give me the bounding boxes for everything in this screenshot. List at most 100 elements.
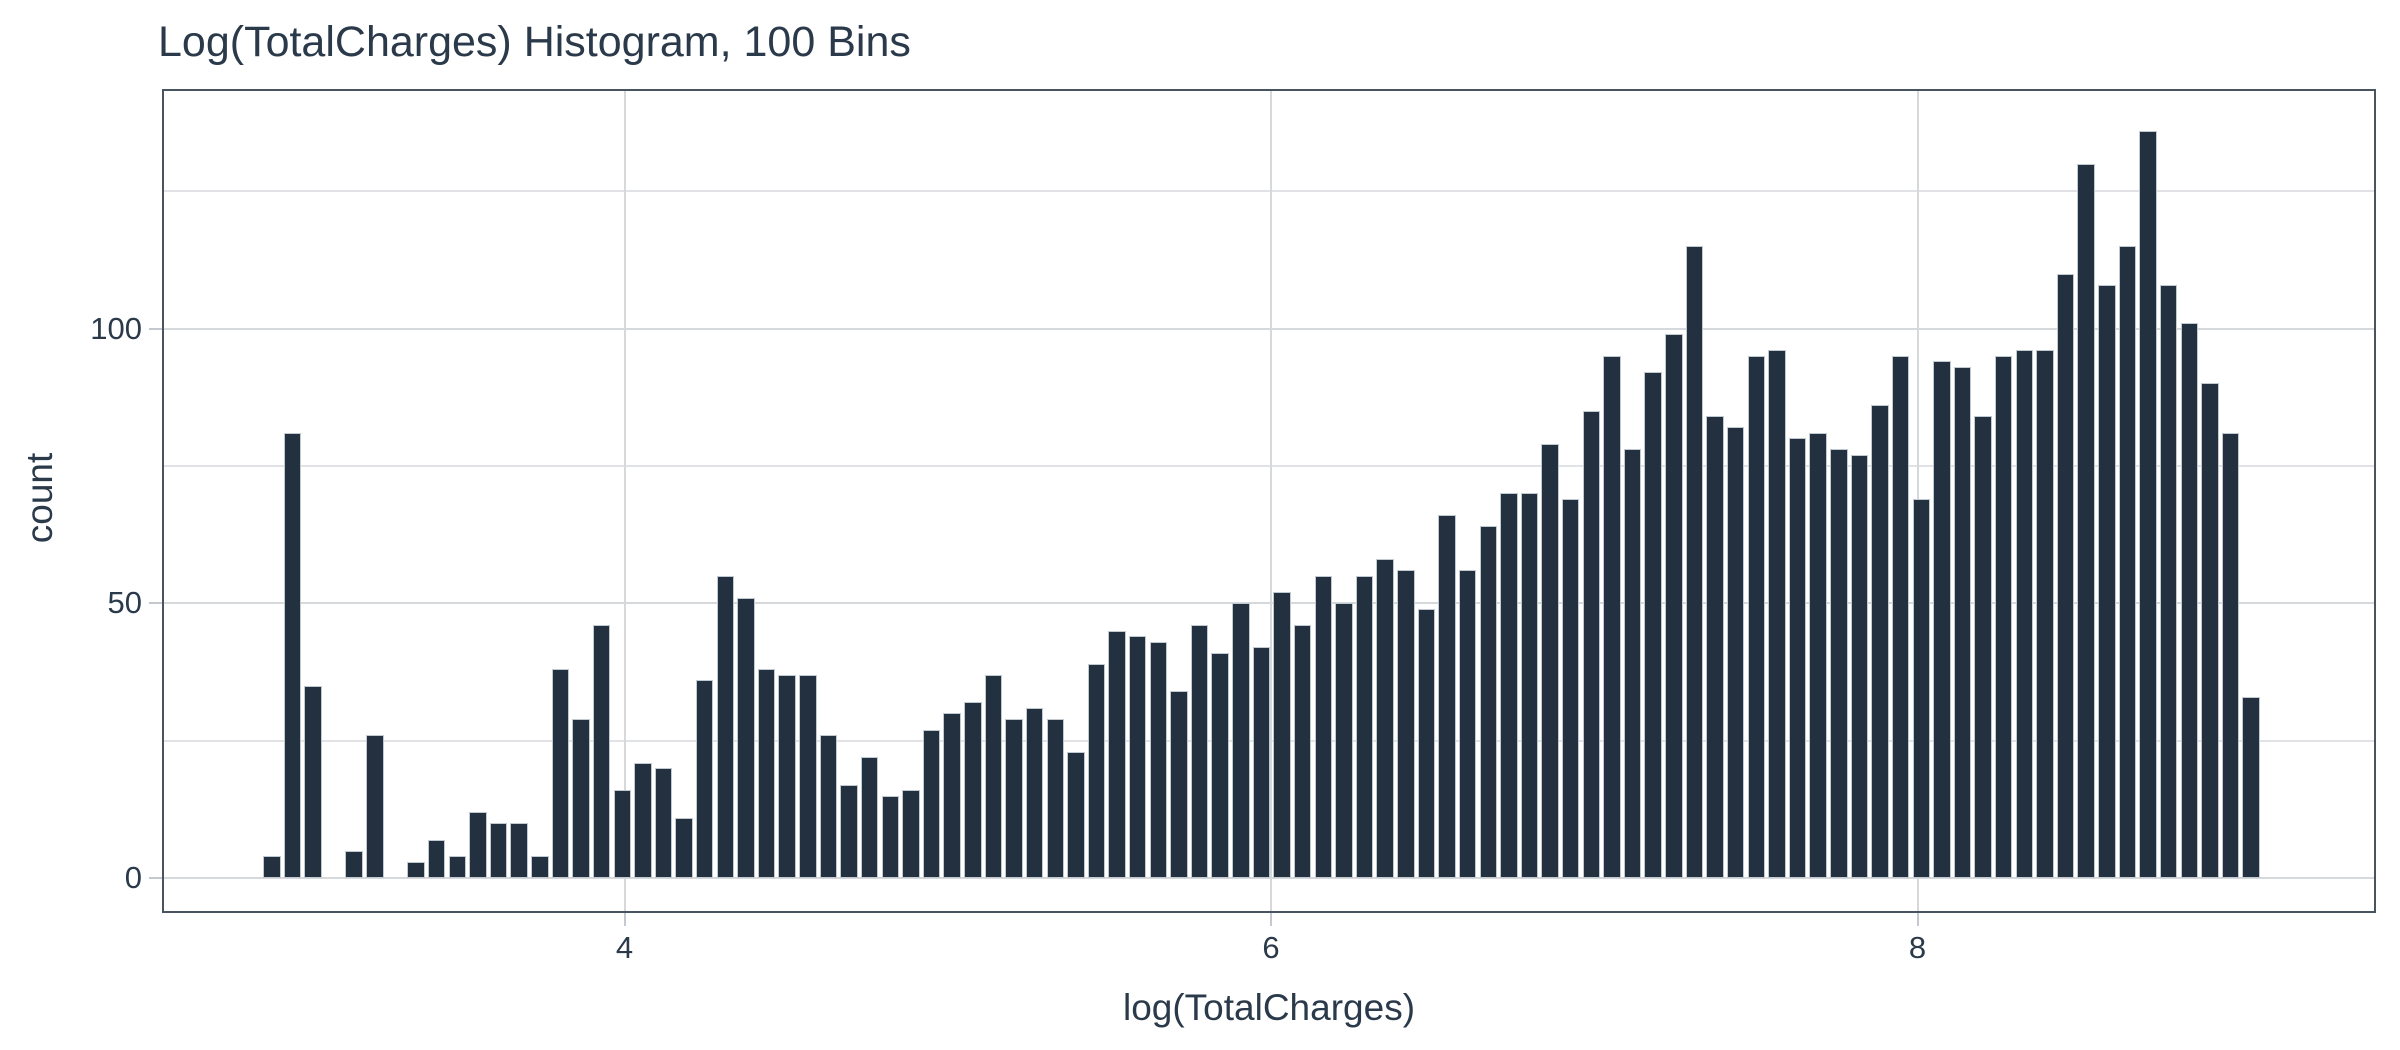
y-axis-title: count [19, 452, 60, 544]
histogram-bar [1149, 641, 1168, 878]
histogram-bar [819, 735, 838, 878]
histogram-bar [1273, 592, 1291, 878]
histogram-bar [1397, 570, 1415, 878]
histogram-bar [1087, 663, 1106, 878]
histogram-bar [1417, 608, 1436, 878]
histogram-bar [1252, 647, 1271, 878]
histogram-bar [1603, 355, 1621, 878]
histogram-bar [613, 790, 632, 878]
histogram-bar [1582, 410, 1601, 878]
histogram-bar [1706, 416, 1724, 878]
histogram-bar [1994, 355, 2013, 878]
x-gridline [623, 89, 626, 913]
histogram-bar [510, 823, 528, 878]
histogram-bar [1046, 718, 1065, 878]
histogram-bar [716, 575, 735, 878]
histogram-bar [427, 839, 446, 878]
x-axis-title: log(TotalCharges) [1122, 987, 1416, 1028]
x-gridline [1270, 89, 1272, 913]
histogram-bar [263, 856, 281, 878]
histogram-bar [2180, 323, 2199, 878]
histogram-bar [902, 790, 920, 878]
histogram-bar [778, 674, 796, 878]
histogram-bar [757, 669, 776, 878]
x-tick-mark [1270, 913, 1272, 926]
histogram-bar [592, 625, 611, 878]
histogram-bar [2242, 696, 2260, 878]
histogram-bar [2139, 130, 2157, 878]
y-tick-mark [149, 602, 162, 605]
histogram-bar [1314, 575, 1333, 878]
histogram-bar [840, 784, 858, 878]
histogram-bar [1335, 603, 1353, 878]
histogram-bar [1232, 603, 1250, 878]
histogram-bar [1912, 498, 1931, 878]
y-gridline [162, 190, 2376, 193]
x-tick-mark [1916, 913, 1919, 926]
histogram-bar [1479, 526, 1498, 878]
histogram-bar [860, 757, 879, 878]
histogram-bar [1953, 366, 1972, 878]
histogram-bar [1025, 707, 1044, 878]
histogram-bar [1458, 570, 1477, 878]
histogram-bar [366, 735, 384, 878]
histogram-bar [2056, 273, 2075, 878]
histogram-bar [1355, 575, 1374, 878]
histogram-bar [469, 812, 487, 878]
histogram-bar [1665, 333, 1683, 878]
y-tick-label: 50 [107, 585, 142, 621]
x-tick-label: 8 [1908, 930, 1927, 965]
histogram-bar [1500, 493, 1518, 878]
histogram-bar [737, 597, 755, 878]
histogram-bar [799, 674, 817, 878]
histogram-bar [922, 729, 941, 878]
histogram-bar [1788, 438, 1807, 878]
histogram-bar [2036, 350, 2054, 878]
y-gridline [162, 877, 2376, 879]
x-tick-mark [623, 913, 626, 926]
histogram-bar [2201, 383, 2219, 878]
histogram-bar [1644, 372, 1662, 878]
histogram-bar [283, 432, 302, 878]
histogram-bar [1190, 625, 1209, 878]
histogram-bar [551, 669, 570, 878]
y-gridline [162, 327, 2376, 330]
histogram-bar [695, 680, 714, 878]
histogram-bar [1067, 751, 1085, 878]
histogram-bar [675, 817, 693, 878]
y-gridline [162, 464, 2376, 467]
histogram-bar [572, 718, 590, 878]
chart-title: Log(TotalCharges) Histogram, 100 Bins [158, 18, 911, 66]
histogram-bar [1128, 636, 1147, 878]
histogram-bar [943, 713, 961, 878]
y-tick-mark [149, 877, 162, 879]
histogram-bar [2098, 284, 2116, 878]
histogram-bar [1871, 405, 1889, 878]
histogram-bar [1170, 691, 1188, 878]
histogram-bar [304, 685, 322, 878]
histogram-bar [1541, 443, 1559, 878]
histogram-bar [2118, 246, 2137, 878]
histogram-bar [1850, 454, 1869, 878]
histogram-bar [1561, 498, 1580, 878]
histogram-bar [964, 702, 982, 878]
plot-panel [162, 89, 2376, 913]
histogram-bar [1376, 559, 1394, 878]
y-tick-label: 0 [124, 860, 142, 895]
histogram-bar [2015, 350, 2034, 878]
histogram-bar [1211, 652, 1229, 878]
histogram-bar [1005, 718, 1023, 878]
histogram-bar [1438, 515, 1456, 878]
histogram-bar [654, 768, 673, 878]
histogram-bar [1726, 427, 1745, 878]
x-tick-label: 6 [1262, 930, 1280, 965]
histogram-bar [1891, 355, 1910, 878]
histogram-bar [1520, 493, 1539, 878]
y-tick-label: 100 [90, 310, 142, 346]
histogram-bar [1768, 350, 1786, 878]
histogram-bar [1974, 416, 1992, 878]
histogram-bar [1933, 361, 1951, 878]
histogram-bar [2221, 432, 2240, 878]
histogram-bar [489, 823, 508, 878]
histogram-bar [1108, 630, 1126, 878]
